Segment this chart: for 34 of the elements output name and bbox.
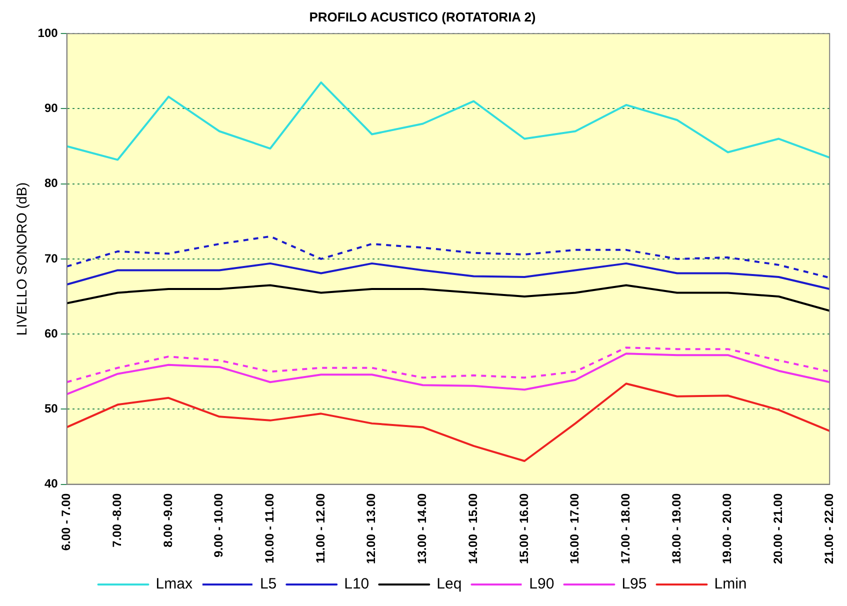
x-tick-label: 9.00 - 10.00 — [212, 492, 226, 558]
y-axis-title: LIVELLO SONORO (dB) — [13, 182, 30, 336]
legend-label: L10 — [344, 576, 370, 593]
x-tick-label: 10.00 - 11.00 — [262, 492, 277, 564]
legend-label: L5 — [260, 576, 277, 593]
x-tick-label: 7.00 -8.00 — [110, 492, 124, 548]
x-tick-label: 12.00 - 13.00 — [364, 492, 378, 564]
x-tick-label: 20.00 - 21.00 — [771, 492, 786, 564]
y-tick-label: 40 — [44, 476, 58, 491]
x-tick-label: 17.00 - 18.00 — [618, 492, 633, 564]
line-series — [66, 235, 831, 279]
y-tick-label: 100 — [38, 26, 58, 40]
x-tick-label: 11.00 - 12.00 — [313, 492, 328, 564]
y-tick-label: 60 — [44, 326, 58, 340]
x-tick-label: 18.00 - 19.00 — [669, 492, 684, 564]
y-tick-label: 90 — [44, 101, 58, 116]
legend-label: Lmax — [156, 576, 193, 593]
x-tick-label: 16.00 - 17.00 — [568, 492, 582, 564]
legend-label: L90 — [529, 576, 554, 593]
line-series — [66, 346, 831, 384]
legend-label: L95 — [622, 576, 647, 593]
y-tick-label: 70 — [44, 251, 58, 266]
x-tick-label: 21.00 - 22.00 — [822, 492, 836, 564]
chart-title: PROFILO ACUSTICO (ROTATORIA 2) — [309, 9, 536, 24]
x-tick-label: 8.00 -9.00 — [160, 492, 175, 548]
x-tick-label: 14.00 - 15.00 — [466, 492, 480, 564]
y-tick-label: 80 — [44, 176, 58, 190]
x-tick-label: 19.00 - 20.00 — [720, 492, 734, 564]
legend-label: Lmin — [714, 576, 747, 593]
y-tick-label: 50 — [44, 401, 58, 416]
x-tick-label: 13.00 - 14.00 — [415, 492, 430, 564]
x-tick-label: 15.00 - 16.00 — [516, 492, 531, 564]
x-tick-label: 6.00 - 7.00 — [59, 492, 74, 551]
legend-label: Leq — [436, 576, 462, 593]
